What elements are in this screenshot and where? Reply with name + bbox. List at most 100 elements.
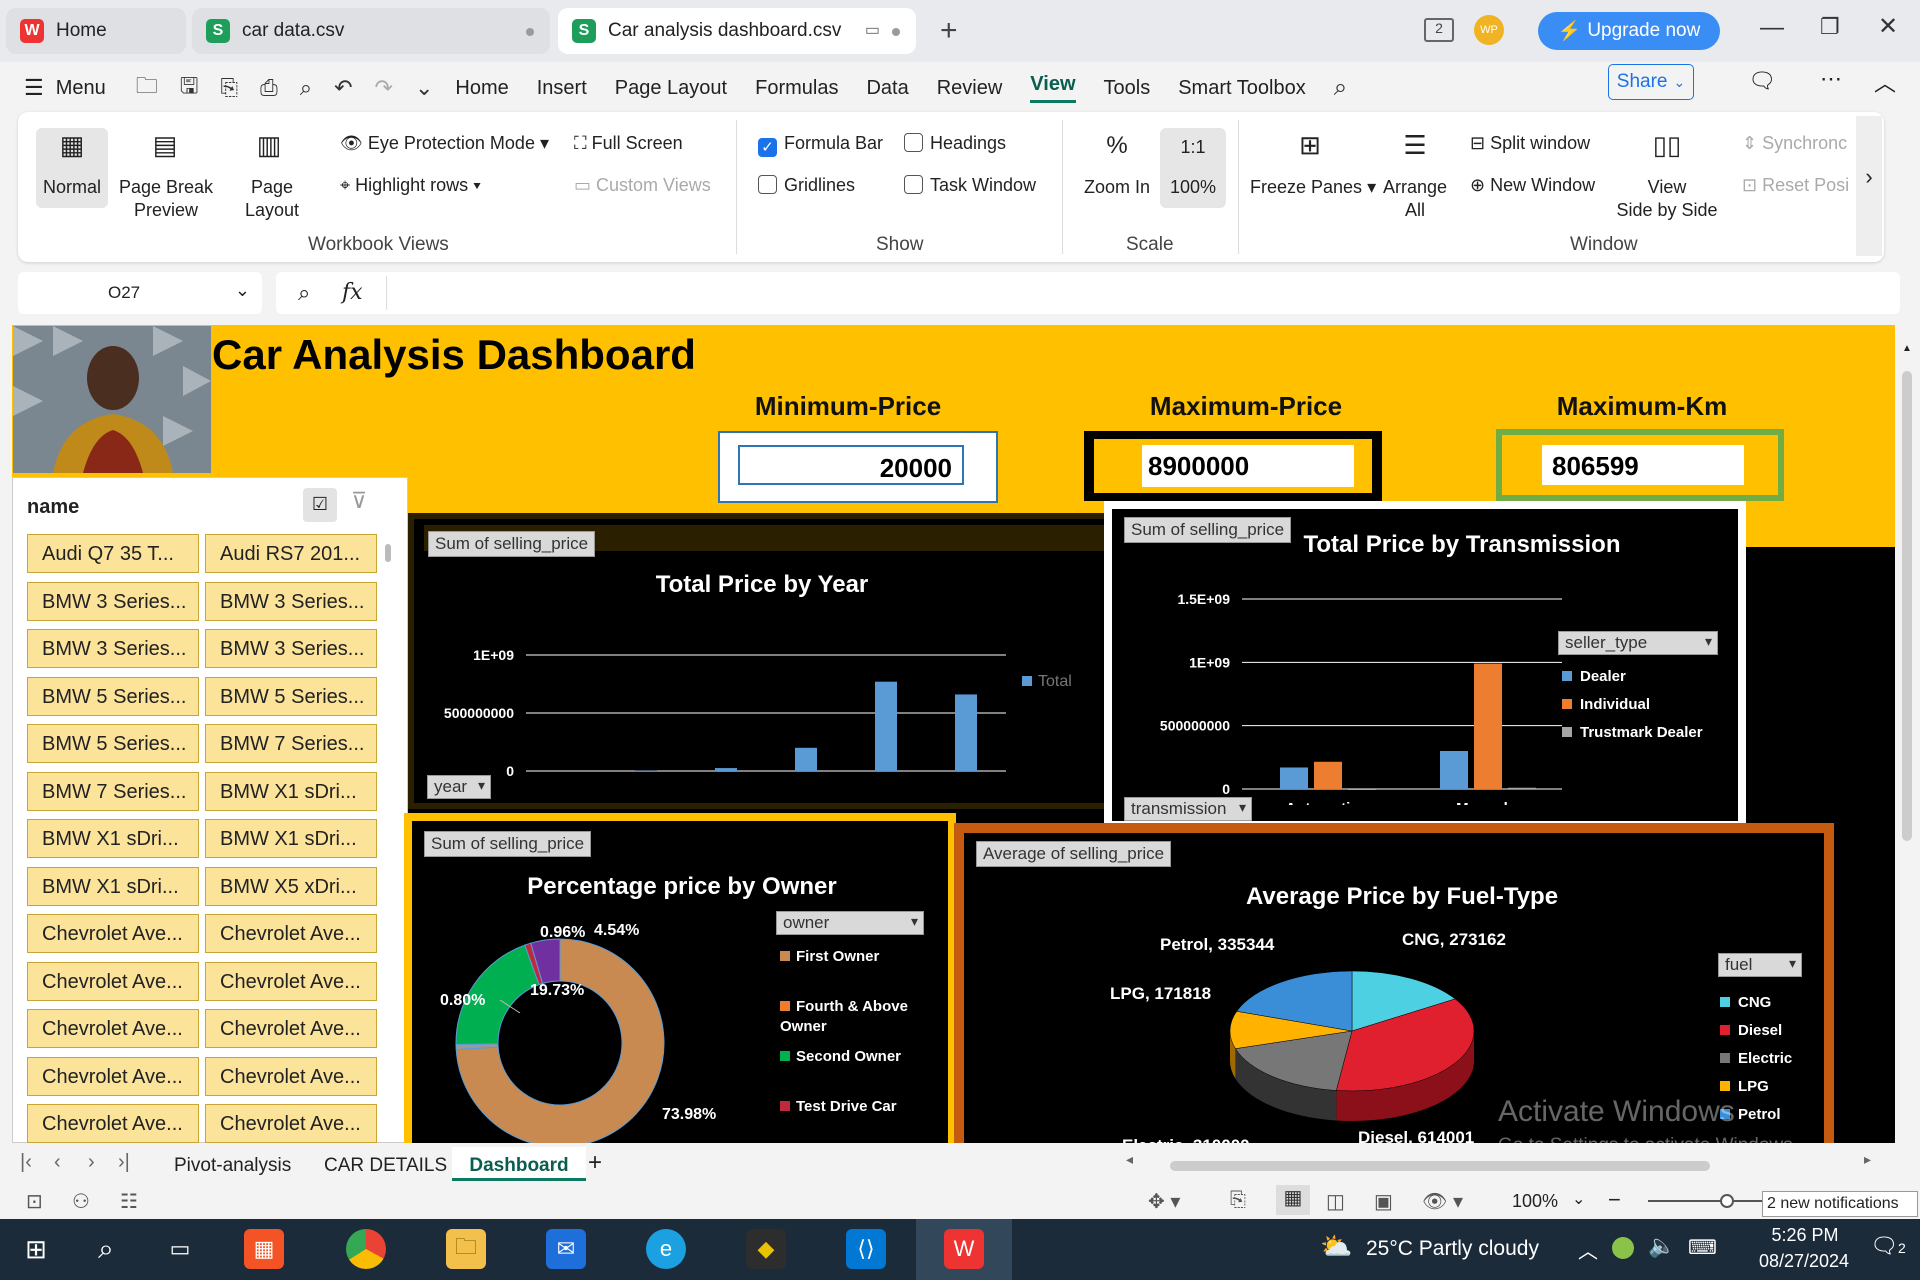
notification-center-icon[interactable]: 🗨2 bbox=[1870, 1233, 1906, 1258]
last-sheet-icon[interactable]: ›| bbox=[118, 1151, 130, 1173]
multi-window-icon[interactable]: 2 bbox=[1424, 18, 1454, 42]
slicer-item[interactable]: Chevrolet Ave... bbox=[27, 1056, 199, 1096]
slicer-item[interactable]: Chevrolet Ave... bbox=[27, 1104, 199, 1143]
transmission-chart[interactable] bbox=[1104, 501, 1746, 829]
zoom-out-icon[interactable]: − bbox=[1608, 1187, 1621, 1212]
slicer-item[interactable]: BMW X1 sDri... bbox=[27, 819, 199, 858]
formula-bar-checkbox[interactable]: ✓ Formula Bar bbox=[758, 132, 883, 157]
slicer-item[interactable]: BMW 3 Series... bbox=[205, 581, 377, 621]
menu-insert[interactable]: Insert bbox=[536, 76, 587, 99]
print-preview-icon[interactable]: ⌕ bbox=[299, 75, 313, 100]
slicer-item[interactable]: Chevrolet Ave... bbox=[205, 914, 377, 953]
freeze-panes-icon[interactable]: ⊞ bbox=[1299, 130, 1321, 160]
search-icon[interactable]: ⌕ bbox=[98, 1232, 114, 1264]
page-layout-icon[interactable]: ▥ bbox=[256, 130, 282, 160]
tab-home[interactable]: W Home bbox=[6, 8, 186, 54]
restore-icon[interactable]: ❐ bbox=[1820, 14, 1840, 39]
owner-filter-dropdown[interactable]: owner bbox=[776, 911, 924, 935]
prev-sheet-icon[interactable]: ‹ bbox=[54, 1151, 61, 1173]
clear-filter-icon[interactable]: ⊽ bbox=[351, 488, 368, 513]
menu-page-layout[interactable]: Page Layout bbox=[614, 76, 728, 99]
slicer-item[interactable]: BMW 3 Series... bbox=[205, 629, 377, 668]
gridlines-checkbox[interactable]: Gridlines bbox=[758, 174, 855, 197]
first-sheet-icon[interactable]: |‹ bbox=[20, 1151, 32, 1173]
tab-car-analysis[interactable]: S Car analysis dashboard.csv ▭ bbox=[558, 8, 916, 54]
zoom-slider[interactable] bbox=[1648, 1200, 1848, 1202]
seller-type-dropdown[interactable]: seller_type bbox=[1558, 631, 1718, 655]
menu-review[interactable]: Review bbox=[936, 76, 1003, 99]
slicer-item[interactable]: Chevrolet Ave... bbox=[205, 961, 377, 1001]
year-chart-field-button[interactable]: Sum of selling_price bbox=[428, 531, 596, 557]
owner-field-button[interactable]: Sum of selling_price bbox=[424, 831, 592, 857]
scroll-right-icon[interactable]: ▸ bbox=[1864, 1151, 1872, 1167]
sheet-tab-car-details[interactable]: CAR DETAILS bbox=[324, 1155, 448, 1176]
reset-position-button[interactable]: ⊡ Reset Posi bbox=[1742, 174, 1852, 197]
clock-date[interactable]: 08/27/2024 bbox=[1758, 1251, 1850, 1271]
menu-button[interactable]: Menu bbox=[55, 76, 106, 99]
slicer-scrollbar[interactable] bbox=[385, 544, 391, 562]
highlight-rows-button[interactable]: ⌖ Highlight rows ▾ bbox=[340, 175, 481, 195]
slicer-item[interactable]: Chevrolet Ave... bbox=[27, 1009, 199, 1048]
new-window-button[interactable]: ⊕ New Window bbox=[1470, 174, 1595, 197]
next-sheet-icon[interactable]: › bbox=[88, 1151, 95, 1173]
avatar[interactable]: WP bbox=[1474, 15, 1504, 45]
zoom-in-button[interactable]: Zoom In bbox=[1083, 177, 1151, 197]
full-screen-button[interactable]: ⛶ Full Screen bbox=[574, 132, 683, 155]
share-button[interactable]: Share ⌄ bbox=[1608, 64, 1694, 100]
view-side-by-side-button[interactable]: View Side by Side bbox=[1616, 177, 1718, 220]
undo-icon[interactable]: ↶ bbox=[334, 75, 353, 100]
vertical-scrollbar[interactable]: ▲ bbox=[1896, 325, 1920, 1143]
custom-views-button[interactable]: ▭ Custom Views bbox=[574, 174, 711, 197]
list-icon[interactable]: ☷ bbox=[120, 1191, 138, 1213]
tab-car-data[interactable]: S car data.csv bbox=[192, 8, 550, 54]
minimize-icon[interactable]: — bbox=[1760, 14, 1784, 41]
slicer-item[interactable]: Audi RS7 201... bbox=[205, 534, 377, 573]
export-icon[interactable]: ⎘ bbox=[220, 75, 239, 100]
mail-icon[interactable]: ✉ bbox=[546, 1229, 586, 1269]
add-sheet-icon[interactable]: + bbox=[588, 1149, 603, 1176]
slicer-item[interactable]: BMW 3 Series... bbox=[27, 581, 199, 621]
windows-start-icon[interactable]: ⊞ bbox=[25, 1233, 47, 1264]
multi-select-icon[interactable]: ☑ bbox=[303, 488, 337, 522]
year-chart[interactable] bbox=[408, 513, 1116, 809]
side-by-side-icon[interactable]: ▯▯ bbox=[1652, 130, 1682, 160]
macro-icon[interactable]: ⊡ bbox=[26, 1191, 43, 1213]
app-diamond-icon[interactable]: ◆ bbox=[746, 1229, 786, 1269]
eye-protection-button[interactable]: 👁 Eye Protection Mode ▾ bbox=[340, 133, 549, 153]
slicer-item[interactable]: BMW X5 xDri... bbox=[205, 866, 377, 906]
sheet-tab-dashboard[interactable]: Dashboard bbox=[452, 1147, 586, 1181]
redo-icon[interactable]: ↷ bbox=[374, 75, 393, 100]
wps-office-icon[interactable]: W bbox=[944, 1229, 984, 1269]
comment-icon[interactable]: 🗨 bbox=[1748, 68, 1776, 93]
scroll-up-icon[interactable]: ▲ bbox=[1902, 343, 1912, 354]
split-window-button[interactable]: ⊟ Split window bbox=[1470, 132, 1590, 155]
menu-tools[interactable]: Tools bbox=[1103, 76, 1151, 99]
zoom-percent-icon[interactable]: % bbox=[1106, 132, 1128, 159]
reading-icon[interactable]: ⎘ bbox=[1230, 1189, 1246, 1211]
weather-text[interactable]: 25°C Partly cloudy bbox=[1366, 1237, 1539, 1260]
slicer-item[interactable]: Chevrolet Ave... bbox=[27, 914, 199, 953]
fuel-filter-dropdown[interactable]: fuel bbox=[1718, 953, 1802, 977]
slicer-item[interactable]: Chevrolet Ave... bbox=[205, 1009, 377, 1048]
slicer-item[interactable]: Chevrolet Ave... bbox=[205, 1056, 377, 1096]
edge-icon[interactable]: e bbox=[646, 1229, 686, 1269]
scroll-thumb[interactable] bbox=[1902, 371, 1912, 841]
normal-view-icon[interactable]: ▦ bbox=[1276, 1185, 1310, 1215]
synchronous-button[interactable]: ⇕ Synchronc bbox=[1742, 132, 1852, 155]
headings-checkbox[interactable]: Headings bbox=[904, 132, 1006, 155]
menu-home[interactable]: Home bbox=[455, 76, 509, 99]
slicer-item[interactable]: BMW 5 Series... bbox=[27, 724, 199, 763]
transmission-filter-dropdown[interactable]: transmission bbox=[1124, 797, 1252, 821]
sheet-tab-pivot[interactable]: Pivot-analysis bbox=[174, 1155, 292, 1176]
accessibility-icon[interactable]: ⚇ bbox=[72, 1191, 90, 1213]
year-filter-dropdown[interactable]: year bbox=[427, 775, 491, 799]
freeze-panes-button[interactable]: Freeze Panes ▾ bbox=[1250, 177, 1377, 197]
zoom-lens-icon[interactable]: ⌕ bbox=[298, 280, 311, 305]
slicer-item[interactable]: BMW 7 Series... bbox=[205, 724, 377, 763]
formula-input[interactable]: ⌕ fx bbox=[276, 272, 1900, 314]
open-folder-icon[interactable]: 🗀 bbox=[135, 73, 158, 98]
vscode-icon[interactable]: ⟨⟩ bbox=[846, 1229, 886, 1269]
menu-view[interactable]: View bbox=[1030, 73, 1076, 103]
zoom-level[interactable]: 100% bbox=[1512, 1191, 1559, 1211]
slicer-item[interactable]: Chevrolet Ave... bbox=[27, 961, 199, 1001]
